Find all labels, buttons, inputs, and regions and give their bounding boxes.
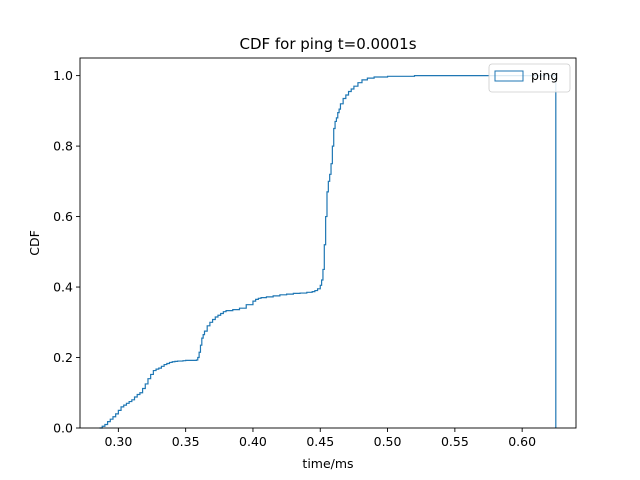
y-tick-label: 0.8 <box>53 139 73 154</box>
y-tick-label: 0.4 <box>53 280 73 295</box>
x-tick-label: 0.30 <box>104 434 132 449</box>
legend: ping <box>488 63 571 93</box>
legend-swatch-ping <box>494 70 524 82</box>
axes-frame <box>79 57 577 429</box>
plot-area <box>99 75 557 429</box>
series-ping-line <box>99 75 557 429</box>
x-tick-label: 0.60 <box>508 434 536 449</box>
x-tick-label: 0.40 <box>239 434 267 449</box>
y-ticks: 0.0 0.2 0.4 0.6 0.8 1.0 <box>53 68 80 436</box>
x-ticks: 0.30 0.35 0.40 0.45 0.50 0.55 0.60 <box>104 428 536 449</box>
y-tick-label: 0.2 <box>53 350 73 365</box>
x-tick-label: 0.55 <box>441 434 469 449</box>
x-tick-label: 0.50 <box>374 434 402 449</box>
x-tick-label: 0.45 <box>306 434 334 449</box>
y-axis-label: CDF <box>27 230 42 256</box>
chart-title: CDF for ping t=0.0001s <box>239 35 416 53</box>
legend-label-ping: ping <box>531 68 558 83</box>
y-tick-label: 1.0 <box>53 68 73 83</box>
x-axis-label: time/ms <box>302 456 353 471</box>
x-tick-label: 0.35 <box>172 434 200 449</box>
y-tick-label: 0.6 <box>53 209 73 224</box>
y-tick-label: 0.0 <box>53 421 73 436</box>
